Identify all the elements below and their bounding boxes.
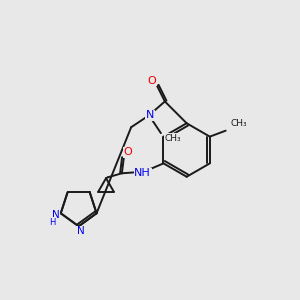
Text: N: N bbox=[52, 210, 60, 220]
Text: NH: NH bbox=[134, 168, 151, 178]
Text: CH₃: CH₃ bbox=[165, 134, 181, 142]
Text: N: N bbox=[77, 226, 85, 236]
Text: H: H bbox=[49, 218, 55, 227]
Text: CH₃: CH₃ bbox=[231, 119, 247, 128]
Text: N: N bbox=[146, 110, 154, 120]
Text: O: O bbox=[123, 148, 132, 158]
Text: O: O bbox=[148, 76, 156, 85]
